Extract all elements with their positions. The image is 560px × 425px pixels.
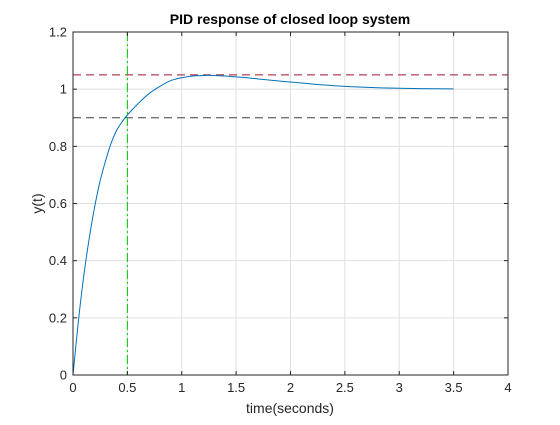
x-tick-label: 1.5	[227, 380, 245, 395]
x-tick-label: 0	[69, 380, 76, 395]
y-tick-label: 0.6	[49, 196, 67, 211]
x-tick-label: 1	[178, 380, 185, 395]
y-tick-label: 0.8	[49, 139, 67, 154]
x-tick-label: 3.5	[445, 380, 463, 395]
series-line	[72, 74, 454, 376]
x-tick-label: 2	[287, 380, 294, 395]
y-tick-label: 0	[60, 368, 67, 383]
series-layer	[72, 74, 454, 376]
tick-marks	[72, 31, 509, 376]
x-tick-labels: 0 0.5 1 1.5 2 2.5 3 3.5 4	[69, 380, 511, 395]
y-tick-label: 1.2	[49, 25, 67, 40]
x-tick-label: 4	[504, 380, 511, 395]
x-tick-label: 3	[396, 380, 403, 395]
x-axis-label: time(seconds)	[246, 400, 334, 416]
x-tick-label: 2.5	[336, 380, 354, 395]
chart-title: PID response of closed loop system	[170, 11, 410, 27]
y-tick-label: 1	[60, 82, 67, 97]
y-tick-label: 0.2	[49, 310, 67, 325]
y-axis-label: y(t)	[29, 193, 45, 213]
grid	[73, 32, 508, 375]
y-tick-labels: 0 0.2 0.4 0.6 0.8 1 1.2	[49, 25, 67, 383]
y-tick-label: 0.4	[49, 253, 67, 268]
x-tick-label: 0.5	[118, 380, 136, 395]
